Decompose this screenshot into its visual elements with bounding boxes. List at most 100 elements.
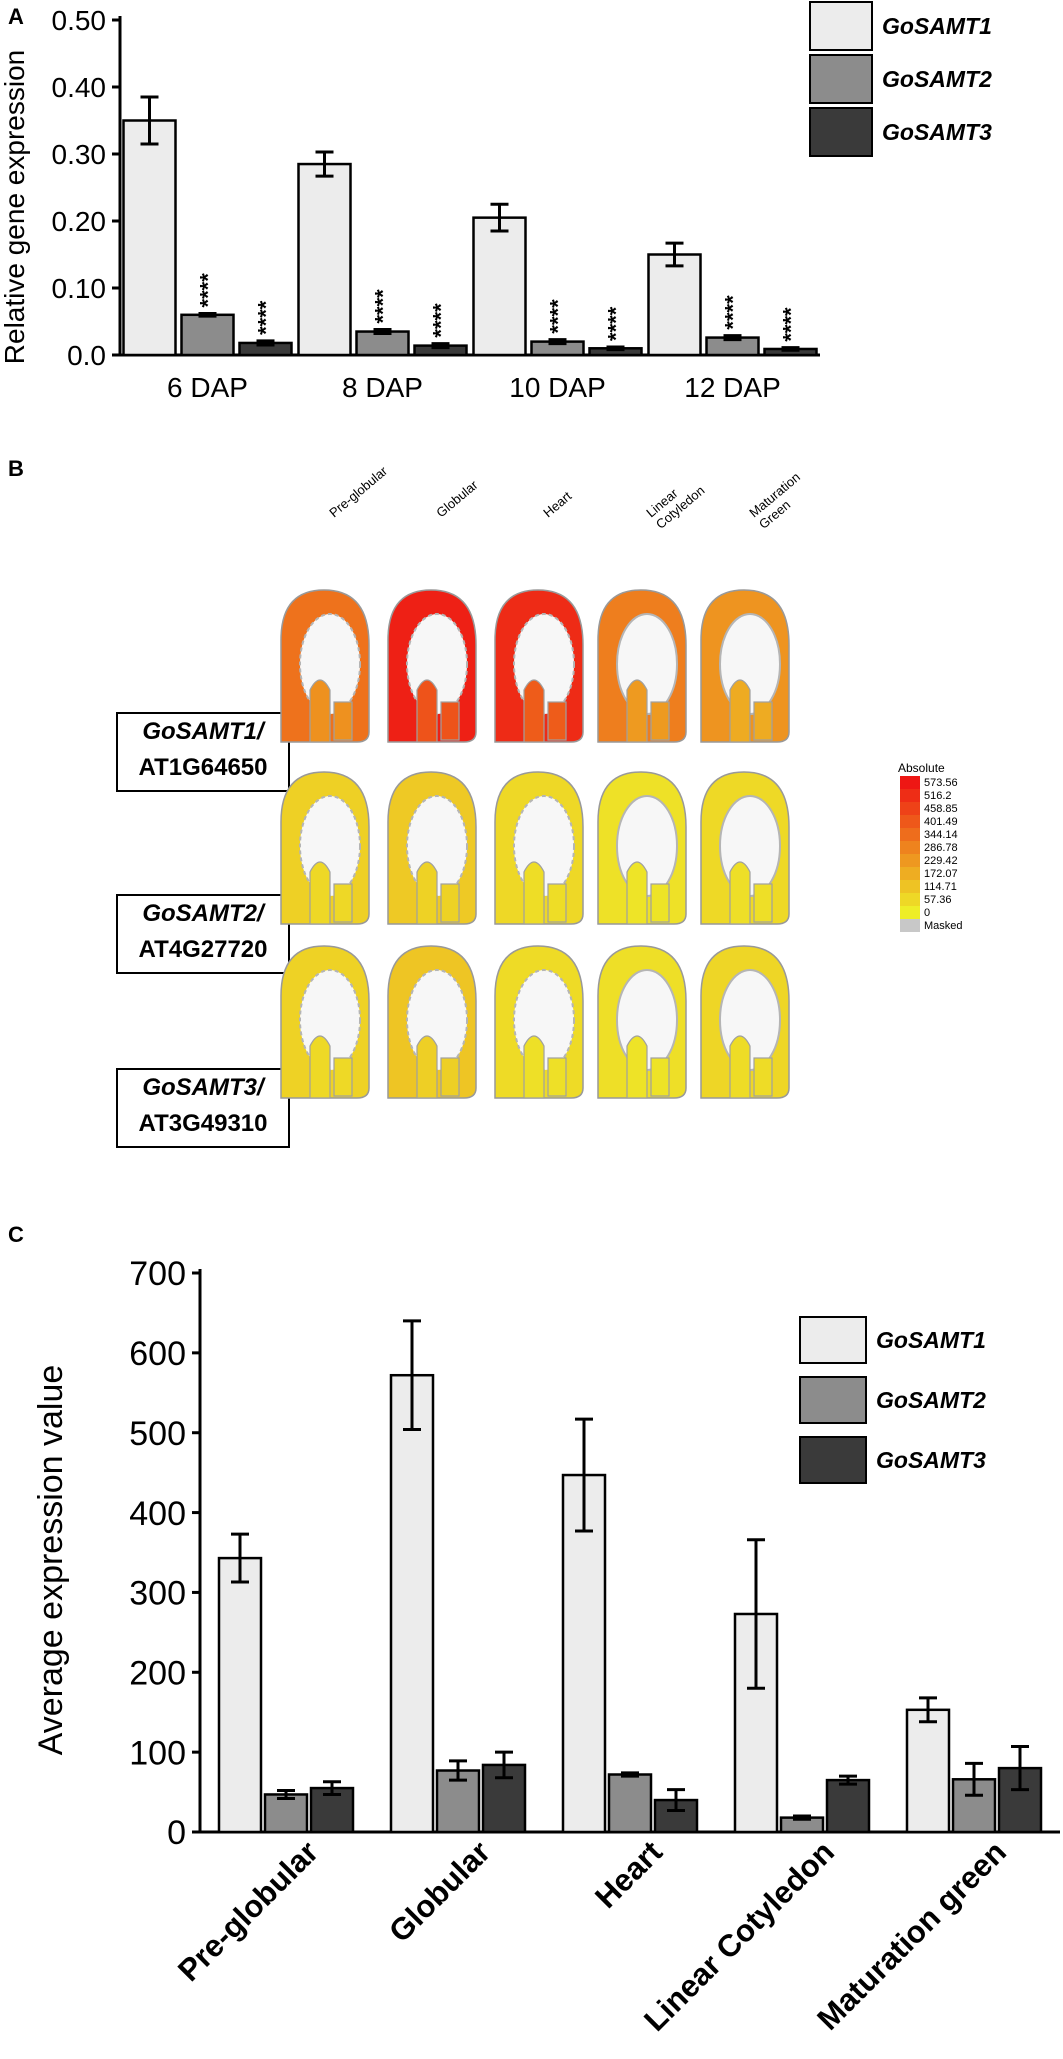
legend-swatch-gosamt3 [809,107,873,157]
significance-marker: **** [371,289,396,324]
y-tick-label: 0 [167,1814,186,1852]
scale-swatch [900,828,920,841]
panel-b: B GoSAMT1/ AT1G64650 GoSAMT2/ AT4G27720 … [0,430,1063,1210]
scale-label: 401.49 [924,816,958,828]
scale-swatch [900,867,920,880]
x-category-label: Linear Cotyledon [637,1834,841,2038]
chalazal-tissue [650,701,670,741]
chalazal-tissue [547,883,567,923]
stage-header: LinearCotyledon [643,471,707,532]
y-tick-label: 0.30 [52,139,107,170]
embryo [626,861,648,925]
chalazal-tissue [333,701,353,741]
bar-gosamt1 [122,119,177,357]
scale-swatch [900,893,920,906]
y-tick-label: 0.20 [52,206,107,237]
bar-gosamt2 [180,313,235,357]
x-category-label: 10 DAP [509,372,606,403]
bar-gosamt1 [905,1708,951,1834]
panel-a-letter: A [8,4,24,29]
panel-c-chart: C Average expression value 0 100 200 300 400… [8,1222,1060,2038]
scale-label: 0 [924,907,930,919]
y-tick-label: 600 [129,1335,186,1373]
y-tick-label: 700 [129,1255,186,1293]
legend-label-gosamt1: GoSAMT1 [876,1327,986,1353]
y-tick-label: 0.0 [67,340,106,371]
panel-a-y-axis-label: Relative gene expression [0,50,30,364]
scale-swatch [900,815,920,828]
significance-marker: **** [546,299,571,334]
y-tick-label: 0.50 [52,5,107,36]
significance-marker: **** [721,295,746,330]
embryo [626,1035,648,1099]
scale-swatch-masked [900,919,920,932]
chalazal-tissue [333,1057,353,1097]
bar-gosamt2 [263,1793,309,1834]
scale-swatch [900,880,920,893]
gene-label-gosamt3: GoSAMT3/ AT3G49310 [116,1068,290,1148]
bar-gosamt3 [825,1778,871,1834]
significance-marker: **** [196,273,221,308]
gene-label-gosamt1: GoSAMT1/ AT1G64650 [116,712,290,792]
embryo [626,679,648,743]
y-tick-label: 100 [129,1734,186,1772]
chalazal-tissue [440,1057,460,1097]
chalazal-tissue [753,883,773,923]
scale-swatch [900,906,920,919]
bar-gosamt2 [355,330,410,357]
chalazal-tissue [547,1057,567,1097]
scale-swatch [900,802,920,815]
gene-label-name: GoSAMT2/ [142,900,264,927]
embryo [416,1035,438,1099]
significance-marker: **** [604,306,629,341]
chalazal-tissue [753,701,773,741]
scale-swatch [900,789,920,802]
legend-swatch-gosamt1 [799,1316,867,1364]
scale-label: 344.14 [924,829,958,841]
scale-label: 57.36 [924,894,952,906]
panel-c-y-axis-label: Average expression value [32,1365,70,1756]
embryo [416,679,438,743]
x-category-label: Heart [588,1834,669,1915]
x-category-label: Maturation green [810,1834,1013,2037]
embryo [309,861,331,925]
x-category-label: 8 DAP [342,372,423,403]
legend-label-gosamt3: GoSAMT3 [876,1447,986,1473]
scale-swatch [900,841,920,854]
scale-swatch [900,776,920,789]
stage-header: Pre-globular [326,463,390,520]
legend-label-gosamt1: GoSAMT1 [882,13,992,39]
y-tick-label: 0.40 [52,72,107,103]
panel-a-chart: A Relative gene expression 0.0 0.10 0.20 0.… [0,1,992,403]
gene-label-locus: AT4G27720 [138,936,268,963]
embryo [309,1035,331,1099]
scale-label-masked: Masked [924,920,963,932]
x-category-label: Globular [382,1834,497,1949]
stage-header: Heart [540,488,574,520]
y-tick-label: 300 [129,1575,186,1613]
legend-label-gosamt3: GoSAMT3 [882,119,992,145]
chalazal-tissue [333,883,353,923]
y-tick-label: 400 [129,1495,186,1533]
gene-label-gosamt2: GoSAMT2/ AT4G27720 [116,894,290,974]
chalazal-tissue [440,701,460,741]
embryo [309,679,331,743]
legend-swatch-gosamt3 [799,1436,867,1484]
bar-gosamt1 [389,1373,435,1834]
scale-title: Absolute [898,761,945,775]
bar-gosamt1 [472,216,527,357]
bar-gosamt2 [607,1773,653,1834]
embryo [416,861,438,925]
chalazal-tissue [650,1057,670,1097]
gene-label-locus: AT3G49310 [138,1110,268,1137]
embryo [523,861,545,925]
scale-swatch [900,854,920,867]
seed-expression-heatmap: Pre-globular Globular Heart LinearCotyledon… [280,463,963,1099]
bar-gosamt1 [217,1556,263,1834]
legend-swatch-gosamt2 [809,54,873,104]
panel-b-letter: B [8,456,24,481]
scale-label: 286.78 [924,842,958,854]
chalazal-tissue [547,701,567,741]
bar-gosamt2 [951,1778,997,1834]
embryo [729,679,751,743]
